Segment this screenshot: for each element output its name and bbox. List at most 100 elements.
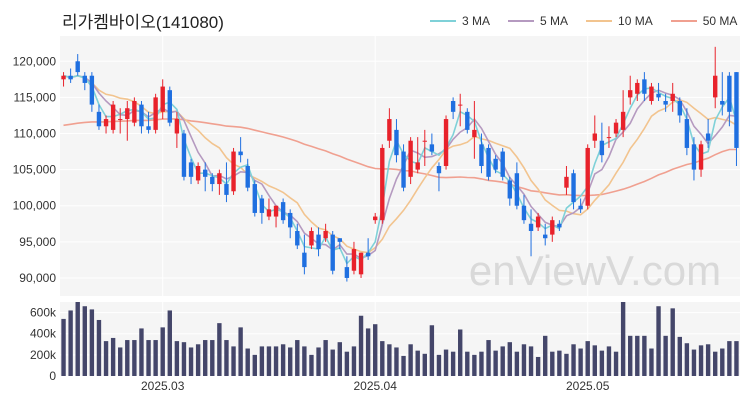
candle-body bbox=[139, 104, 144, 127]
volume-bar bbox=[337, 342, 342, 376]
candle-body bbox=[365, 252, 371, 257]
candle-body bbox=[727, 75, 732, 112]
legend-item-50-ma[interactable]: 50 MA bbox=[670, 14, 737, 28]
volume-bar bbox=[231, 346, 236, 376]
candle-body bbox=[443, 119, 449, 166]
volume-bar bbox=[146, 340, 151, 376]
volume-bar bbox=[543, 335, 548, 376]
volume-bar bbox=[472, 354, 477, 376]
volume-bar bbox=[323, 340, 328, 376]
candle-body bbox=[96, 111, 102, 127]
candle-body bbox=[295, 231, 300, 246]
candle-body bbox=[642, 79, 647, 94]
candle-body bbox=[635, 82, 640, 94]
volume-bar bbox=[125, 340, 130, 376]
volume-bar bbox=[68, 310, 73, 376]
candle-body bbox=[167, 90, 172, 123]
volume-bar bbox=[620, 302, 626, 376]
volume-bar bbox=[592, 345, 597, 376]
volume-bar bbox=[571, 344, 576, 376]
candle-body bbox=[266, 209, 272, 217]
volume-bar bbox=[528, 346, 534, 376]
volume-bar bbox=[351, 346, 357, 376]
candle-body bbox=[309, 231, 314, 246]
volume-bar bbox=[210, 340, 215, 376]
candle-body bbox=[684, 119, 690, 148]
candle-body bbox=[373, 216, 378, 221]
candle-body bbox=[415, 162, 420, 170]
volume-bar bbox=[578, 348, 583, 376]
candle-body bbox=[132, 101, 137, 123]
candle-body bbox=[153, 97, 158, 130]
candle-body bbox=[613, 122, 619, 134]
volume-bar bbox=[656, 306, 661, 376]
candle-body bbox=[507, 180, 512, 199]
candle-body bbox=[224, 184, 229, 195]
price-plot-area bbox=[60, 36, 740, 296]
volume-bar bbox=[606, 346, 612, 376]
volume-bar bbox=[401, 355, 406, 376]
volume-bar bbox=[75, 302, 80, 376]
volume-tick-label: 400k bbox=[30, 327, 57, 341]
volume-bar bbox=[550, 351, 555, 376]
candle-body bbox=[720, 101, 725, 105]
candle-body bbox=[649, 86, 654, 101]
legend-item-10-ma[interactable]: 10 MA bbox=[586, 14, 653, 28]
candle-body bbox=[698, 144, 704, 170]
candle-body bbox=[344, 267, 350, 278]
candle-body bbox=[380, 147, 385, 221]
candle-body bbox=[238, 151, 243, 156]
price-tick-label: 105,000 bbox=[13, 163, 57, 177]
legend-item-5-ma[interactable]: 5 MA bbox=[508, 14, 568, 28]
watermark-text: enViewV.com bbox=[469, 247, 721, 294]
x-tick-label: 2025.04 bbox=[354, 379, 398, 393]
candle-body bbox=[479, 144, 484, 166]
candle-body bbox=[330, 234, 335, 271]
volume-bar bbox=[82, 306, 87, 376]
volume-bar bbox=[465, 351, 470, 376]
volume-bar bbox=[698, 345, 704, 376]
volume-bar bbox=[358, 315, 364, 376]
legend-label: 10 MA bbox=[618, 14, 653, 28]
volume-bar bbox=[585, 341, 590, 376]
candle-body bbox=[61, 75, 66, 80]
candle-body bbox=[231, 151, 236, 192]
candle-body bbox=[465, 111, 470, 130]
candle-body bbox=[118, 119, 123, 121]
candle-body bbox=[670, 93, 675, 101]
volume-bar bbox=[139, 328, 144, 376]
volume-bar bbox=[238, 327, 243, 376]
volume-tick-label: 200k bbox=[30, 348, 57, 362]
candle-body bbox=[323, 231, 328, 239]
volume-bar bbox=[415, 350, 420, 376]
price-tick-label: 115,000 bbox=[14, 90, 57, 104]
candle-body bbox=[358, 252, 364, 275]
legend-label: 5 MA bbox=[540, 14, 569, 28]
volume-bar bbox=[316, 347, 321, 376]
volume-bar bbox=[408, 344, 413, 376]
volume-bar bbox=[436, 354, 442, 376]
volume-bar bbox=[394, 347, 399, 376]
volume-bar bbox=[380, 341, 385, 376]
candle-body bbox=[599, 140, 605, 156]
volume-bar bbox=[599, 350, 605, 376]
volume-bar bbox=[273, 346, 279, 376]
volume-bar bbox=[167, 310, 172, 376]
legend-item-3-ma[interactable]: 3 MA bbox=[430, 14, 490, 28]
volume-bar bbox=[110, 337, 116, 376]
candle-body bbox=[252, 184, 257, 213]
candle-body bbox=[528, 223, 534, 231]
volume-bar bbox=[344, 351, 350, 376]
candle-body bbox=[450, 101, 456, 112]
volume-bar bbox=[443, 349, 449, 376]
candle-body bbox=[195, 166, 201, 181]
candle-body bbox=[458, 104, 463, 106]
volume-bar bbox=[670, 308, 675, 376]
volume-bar bbox=[160, 327, 165, 376]
candle-body bbox=[245, 166, 250, 188]
volume-bar bbox=[387, 344, 392, 376]
volume-bar bbox=[188, 347, 194, 376]
candle-body bbox=[146, 126, 151, 130]
price-tick-label: 100,000 bbox=[13, 199, 57, 213]
